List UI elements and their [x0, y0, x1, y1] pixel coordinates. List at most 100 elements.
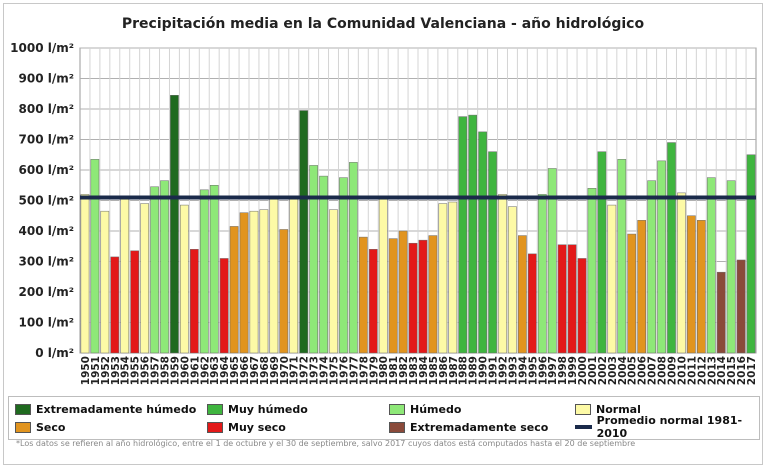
bar-1981: [388, 238, 398, 354]
legend-item-dry: Seco: [15, 419, 65, 435]
x-tick-label: 1998: [557, 356, 569, 385]
legend: Extremadamente húmedo Muy húmedo Húmedo …: [8, 396, 760, 440]
bar-1974: [319, 175, 328, 354]
bar-2016: [736, 259, 746, 354]
legend-swatch-extremely-dry: [389, 421, 405, 433]
x-tick-label: 1970: [279, 356, 291, 385]
x-tick-label: 2008: [657, 356, 669, 385]
bar-1952: [100, 210, 110, 354]
legend-label-extremely-dry: Extremadamente seco: [410, 420, 549, 434]
y-tick-label: 800 l/m²: [19, 102, 74, 116]
x-tick-label: 2013: [706, 356, 718, 385]
x-tick-label: 1992: [498, 356, 510, 385]
x-tick-label: 1978: [358, 356, 370, 385]
x-tick-label: 1984: [418, 356, 430, 385]
x-tick-label: 1991: [488, 356, 500, 385]
x-tick-label: 1955: [130, 356, 142, 385]
legend-label-very-dry: Muy seco: [228, 420, 286, 434]
bar-1996: [537, 194, 547, 354]
bar-1970: [279, 229, 289, 354]
bar-1973: [309, 165, 318, 354]
bar-1966: [239, 212, 249, 354]
x-tick-label: 1996: [537, 356, 549, 385]
legend-swatch-normal: [575, 403, 591, 415]
x-tick-label: 1974: [319, 356, 331, 385]
x-tick-label: 1983: [408, 356, 420, 385]
y-tick-labels: 0 l/m² 100 l/m² 200 l/m² 300 l/m² 400 l/m² 50…: [10, 41, 74, 360]
legend-label-dry: Seco: [36, 420, 66, 434]
legend-swatch-wet: [389, 403, 405, 415]
x-tick-label: 1990: [478, 356, 490, 385]
x-tick-label: 1989: [468, 356, 480, 385]
x-tick-label: 1960: [179, 356, 191, 385]
legend-item-wet: Húmedo: [389, 401, 461, 417]
bar-2013: [706, 177, 716, 354]
bar-1994: [518, 235, 527, 354]
x-tick-label: 1971: [289, 356, 301, 385]
legend-label-wet: Húmedo: [410, 402, 462, 416]
x-tick-label: 1967: [249, 356, 261, 385]
x-tick-label: 2007: [647, 356, 659, 385]
bar-1992: [498, 194, 507, 354]
x-tick-label: 1982: [398, 356, 410, 385]
x-tick-label: 2015: [726, 356, 738, 385]
y-tick-label: 900 l/m²: [19, 72, 74, 86]
chart-title: Precipitación media en la Comunidad Vale…: [121, 16, 645, 32]
bar-1991: [488, 151, 497, 354]
x-tick-label: 2011: [686, 356, 698, 385]
legend-label-extremely-wet: Extremadamente húmedo: [36, 402, 197, 416]
y-tick-label: 0 l/m²: [35, 346, 74, 360]
bar-1955: [130, 250, 140, 354]
x-tick-label: 1961: [189, 356, 201, 385]
x-tick-label: 1954: [120, 356, 132, 385]
x-tick-label: 1964: [219, 356, 231, 385]
bar-1968: [259, 209, 269, 354]
bar-1983: [408, 242, 418, 354]
x-tick-label: 2009: [667, 356, 679, 385]
x-tick-label: 2010: [676, 356, 688, 385]
x-tick-label: 1994: [517, 356, 529, 385]
x-tick-label: 2005: [627, 356, 639, 385]
y-tick-label: 300 l/m²: [19, 255, 74, 269]
bar-1969: [269, 197, 279, 354]
bar-1976: [339, 177, 348, 354]
legend-item-extremely-wet: Extremadamente húmedo: [15, 401, 196, 417]
bar-1986: [438, 203, 448, 354]
legend-swatch-very-dry: [207, 421, 223, 433]
bar-2017: [746, 154, 756, 354]
x-tick-label: 1953: [110, 356, 122, 385]
x-tick-label: 1980: [378, 356, 390, 385]
legend-label-very-wet: Muy húmedo: [228, 402, 308, 416]
bar-1963: [209, 185, 219, 354]
bar-1997: [547, 168, 557, 354]
bar-1971: [289, 195, 299, 354]
legend-label-normal: Normal: [596, 402, 641, 416]
bar-1950: [80, 194, 90, 354]
x-tick-label: 1952: [100, 356, 112, 385]
bar-1964: [219, 258, 229, 354]
bar-2000: [577, 258, 587, 354]
legend-swatch-dry: [15, 421, 31, 433]
bar-1960: [180, 204, 189, 354]
x-tick-label: 1999: [567, 356, 579, 385]
bar-1954: [120, 197, 130, 354]
legend-item-extremely-dry: Extremadamente seco: [389, 419, 548, 435]
bar-2011: [687, 215, 696, 354]
x-tick-label: 2014: [716, 356, 728, 385]
footnote: *Los datos se refieren al año hidrológic…: [16, 439, 636, 448]
legend-item-average-line: Promedio normal 1981-2010: [575, 414, 759, 440]
bar-1999: [567, 244, 577, 354]
bar-1982: [398, 230, 408, 354]
x-tick-label: 1986: [438, 356, 450, 385]
bar-2008: [657, 160, 666, 354]
x-tick-label: 2004: [617, 356, 629, 385]
bar-1978: [358, 236, 368, 354]
bar-1984: [418, 239, 428, 354]
x-tick-label: 1966: [239, 356, 251, 385]
legend-item-very-wet: Muy húmedo: [207, 401, 308, 417]
bar-1995: [527, 253, 537, 354]
bar-2014: [716, 271, 726, 354]
x-tick-label: 2001: [587, 356, 599, 385]
x-tick-label: 2016: [736, 356, 748, 385]
